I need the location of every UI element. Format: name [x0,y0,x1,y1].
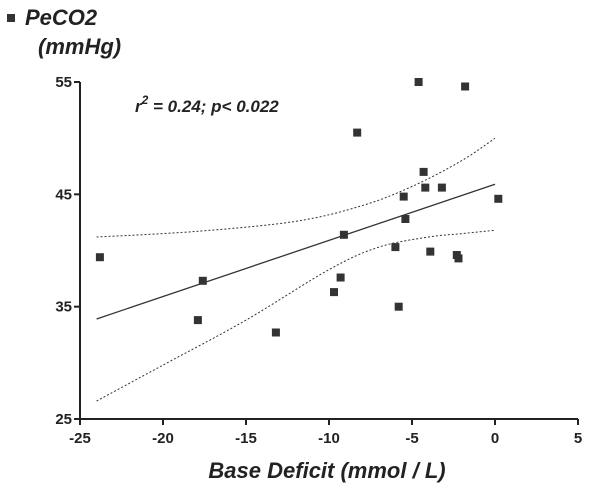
data-point [399,192,408,201]
legend-marker [7,14,15,22]
data-point [401,215,410,223]
data-point [193,316,202,325]
x-tick-label: 5 [574,430,582,447]
data-point [414,78,423,86]
x-axis-label: Base Deficit (mmol / L) [208,458,445,483]
data-point [330,288,338,297]
data-point [426,247,435,256]
data-point [391,243,400,252]
data-point [271,328,280,337]
data-point [421,183,430,192]
y-tick-label: 25 [55,411,72,428]
annotation-exponent: 2 [141,93,149,107]
data-point [339,230,348,239]
x-tick-label: -25 [69,430,91,447]
regression-line [96,183,496,320]
y-tick-label: 35 [55,299,72,316]
y-axis-label-line2: (mmHg) [38,34,121,59]
x-tick-label: -20 [152,430,174,447]
y-axis-label-line1: PeCO2 [25,5,98,30]
data-point [336,273,345,282]
y-tick-label: 45 [55,186,72,203]
data-point [353,128,362,137]
data-point [394,302,403,311]
x-tick-label: 0 [491,430,499,447]
ci-upper-curve [96,137,496,238]
data-point [461,82,470,91]
data-point [95,253,104,262]
data-point [494,194,503,203]
plot-area: -25 -20 -15 -10 -5 0 5 25 35 45 55 [55,74,582,447]
x-tick-label: -15 [235,430,257,447]
y-tick-label: 55 [55,74,72,91]
x-tick-label: -5 [405,430,418,447]
data-point [198,276,207,285]
annotation-r: r [135,97,143,116]
data-point [454,254,463,263]
data-point [419,167,428,176]
ci-lower-curve [96,229,496,402]
regression-annotation: r2 = 0.24; p< 0.022 [135,93,279,116]
annotation-rest: = 0.24; p< 0.022 [148,97,279,116]
data-point [437,183,446,192]
x-tick-label: -10 [318,430,340,447]
